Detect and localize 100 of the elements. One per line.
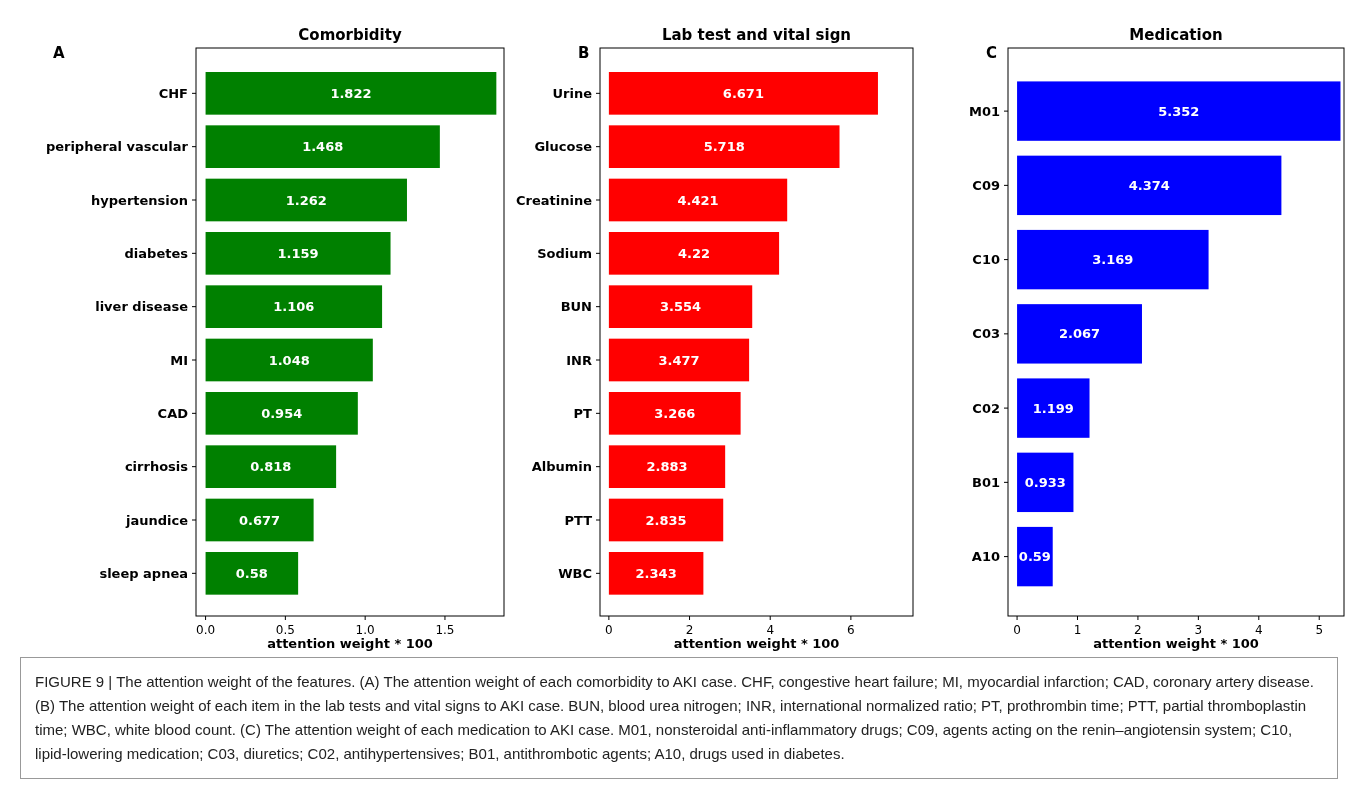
x-tick-label: 1.5 — [435, 623, 455, 637]
bar — [608, 285, 753, 328]
bar — [608, 125, 840, 168]
bar — [1017, 378, 1090, 438]
data-label: 3.554 — [659, 299, 702, 315]
y-tick-label: CHF — [158, 85, 188, 101]
data-label: 2.835 — [645, 512, 687, 528]
text: B — [578, 44, 590, 62]
bar — [205, 232, 391, 275]
x-tick-label: 4 — [766, 623, 775, 637]
data-label: 3.477 — [658, 352, 700, 368]
bar — [608, 552, 704, 595]
data-label: 3.169 — [1092, 252, 1134, 268]
x-axis-title: attention weight * 100 — [673, 636, 840, 651]
y-tick-label: PT — [573, 405, 593, 421]
x-tick-label: 6 — [847, 623, 855, 637]
y-tick-label: C03 — [972, 326, 1000, 342]
bar — [205, 285, 383, 328]
y-tick-label: Urine — [552, 85, 593, 101]
bar — [608, 392, 741, 435]
y-tick-label: Albumin — [531, 459, 592, 475]
bar — [205, 445, 337, 488]
chart-title: Lab test and vital sign — [661, 26, 852, 44]
data-label: 4.22 — [677, 245, 711, 261]
bar — [608, 72, 878, 115]
data-label: 1.822 — [330, 85, 372, 101]
bar — [1017, 155, 1282, 216]
data-label: 0.933 — [1024, 474, 1066, 490]
data-label: 5.352 — [1158, 103, 1200, 119]
y-tick-label: M01 — [968, 103, 1000, 119]
y-tick-label: liver disease — [95, 299, 189, 315]
bar — [1017, 81, 1341, 141]
data-label: 0.59 — [1018, 549, 1051, 565]
bar — [205, 338, 373, 382]
bar — [1017, 452, 1074, 513]
caption: FIGURE 9 | The attention weight of the features. (A) The attention weight of each comorbidity to AKI case. CHF, congestive heart failure; MI, myocardial infarction; CAD, coronary artery disease. (B) The attention weight of each item in the lab tests and vital signs to AKI case. BUN, blood urea nitrogen; INR, international normalized ratio; PT, prothrombin time; PTT, partial thromboplastin time; WBC, white blood count. (C) The attention weight of each medication to AKI case. M01, nonsteroidal anti-inflammatory drugs; C09, agents acting on the renin–angiotensin system; C10, lipid-lowering medication; C03, diuretics; C02, antihypertensives; B01, antithrombotic agents; A10, drugs used in diabetes. — [20, 657, 1338, 779]
x-axis-title: attention weight * 100 — [267, 636, 433, 651]
bar — [608, 232, 780, 275]
x-tick-label: 0 — [605, 623, 613, 637]
x-tick-label: 0 — [1013, 623, 1021, 637]
y-tick-label: A10 — [971, 549, 1000, 565]
data-label: 0.954 — [261, 405, 303, 421]
y-tick-label: Glucose — [534, 139, 593, 155]
bar — [608, 498, 724, 542]
y-tick-label: C09 — [972, 177, 1000, 193]
x-tick-label: 5 — [1315, 623, 1324, 637]
bar — [608, 445, 726, 488]
x-tick-label: 1.0 — [355, 623, 375, 637]
y-tick-label: peripheral vascular — [45, 139, 189, 155]
y-tick-label: hypertension — [91, 192, 188, 208]
bar — [205, 498, 314, 542]
text: C — [986, 44, 998, 62]
data-label: 0.677 — [239, 512, 281, 528]
x-axis-title: attention weight * 100 — [1093, 636, 1259, 651]
y-tick-label: diabetes — [124, 245, 189, 261]
chart-title: Comorbidity — [298, 26, 402, 44]
x-tick-label: 1 — [1073, 623, 1082, 637]
data-label: 5.718 — [703, 139, 745, 155]
data-label: 1.262 — [285, 192, 327, 208]
y-tick-label: PTT — [564, 512, 593, 528]
data-label: 6.671 — [722, 85, 764, 101]
y-tick-label: jaundice — [124, 512, 189, 528]
data-label: 4.421 — [677, 192, 719, 208]
bar — [608, 178, 788, 222]
data-label: 1.199 — [1032, 400, 1074, 416]
data-label: 0.58 — [235, 565, 268, 581]
data-label: 2.067 — [1058, 326, 1101, 342]
data-label: 1.159 — [277, 245, 319, 261]
bar — [1017, 526, 1053, 587]
y-tick-label: WBC — [558, 565, 592, 581]
chart-title: Medication — [1129, 26, 1223, 44]
x-tick-label: 4 — [1254, 623, 1263, 637]
y-tick-label: INR — [566, 352, 592, 368]
bar — [205, 72, 497, 115]
data-label: 1.468 — [302, 139, 344, 155]
y-tick-label: Creatinine — [516, 192, 593, 208]
bar — [1017, 229, 1209, 290]
x-tick-label: 2 — [685, 623, 694, 637]
y-tick-label: C10 — [972, 252, 1000, 268]
y-tick-label: B01 — [972, 474, 1000, 490]
bar — [205, 392, 358, 435]
data-label: 2.343 — [635, 565, 677, 581]
y-tick-label: cirrhosis — [124, 459, 189, 475]
data-label: 4.374 — [1128, 177, 1170, 193]
y-tick-label: C02 — [972, 400, 1000, 416]
x-tick-label: 3 — [1194, 623, 1203, 637]
bar — [1017, 304, 1142, 364]
bar — [205, 125, 440, 168]
data-label: 3.266 — [654, 405, 696, 421]
bar — [608, 338, 750, 382]
data-label: 1.106 — [273, 299, 315, 315]
y-tick-label: CAD — [157, 405, 189, 421]
y-tick-label: sleep apnea — [99, 565, 188, 581]
x-tick-label: 0.0 — [196, 623, 216, 637]
data-label: 1.048 — [268, 352, 310, 368]
data-label: 2.883 — [646, 459, 688, 475]
y-tick-label: MI — [170, 352, 188, 368]
y-tick-label: Sodium — [537, 245, 592, 261]
data-label: 0.818 — [250, 459, 292, 475]
bar — [205, 178, 407, 222]
